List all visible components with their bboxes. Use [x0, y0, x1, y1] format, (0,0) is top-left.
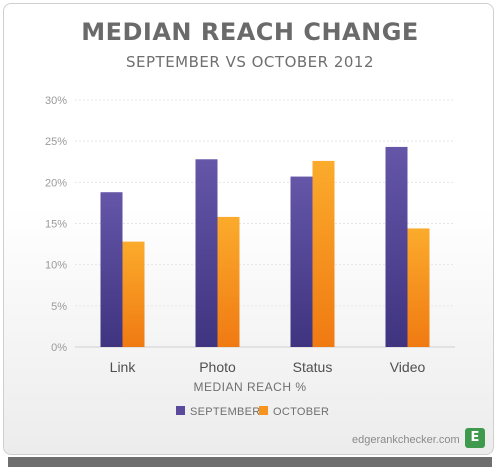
- y-tick-label: 20%: [45, 177, 67, 189]
- y-tick-label: 25%: [45, 136, 67, 148]
- x-category-label: Link: [110, 359, 137, 375]
- chart-subtitle: SEPTEMBER VS OCTOBER 2012: [125, 53, 375, 71]
- chart-title: MEDIAN REACH CHANGE: [81, 18, 419, 46]
- edgerank-logo: E: [465, 428, 485, 448]
- legend-label: SEPTEMBER: [190, 406, 261, 418]
- legend-swatch: [259, 406, 268, 415]
- bar-october-status: [312, 160, 335, 347]
- bar-october-photo: [217, 216, 240, 347]
- bar-september-photo: [195, 159, 218, 347]
- bar-september-status: [290, 176, 313, 347]
- y-tick-label: 15%: [45, 219, 67, 231]
- y-tick-label: 5%: [51, 301, 67, 313]
- y-tick-label: 0%: [51, 342, 67, 354]
- x-axis-label: MEDIAN REACH %: [193, 380, 306, 394]
- bar-october-video: [407, 228, 430, 347]
- y-tick-label: 30%: [45, 95, 67, 107]
- bars: [100, 146, 430, 347]
- site-watermark: edgerankchecker.com: [352, 434, 460, 446]
- y-axis-ticks: 0% 5% 10% 15% 20% 25% 30%: [45, 95, 67, 354]
- bar-october-link: [122, 241, 145, 347]
- bottom-bar: [8, 457, 492, 467]
- legend-swatch: [176, 406, 185, 415]
- x-category-label: Photo: [199, 359, 236, 375]
- x-axis-categories: Link Photo Status Video: [110, 359, 426, 375]
- legend-label: OCTOBER: [273, 406, 329, 418]
- bar-september-link: [100, 192, 123, 347]
- legend: SEPTEMBER OCTOBER: [176, 406, 329, 418]
- y-tick-label: 10%: [45, 260, 67, 272]
- x-category-label: Status: [293, 359, 333, 375]
- bar-september-video: [385, 146, 408, 347]
- x-category-label: Video: [390, 359, 426, 375]
